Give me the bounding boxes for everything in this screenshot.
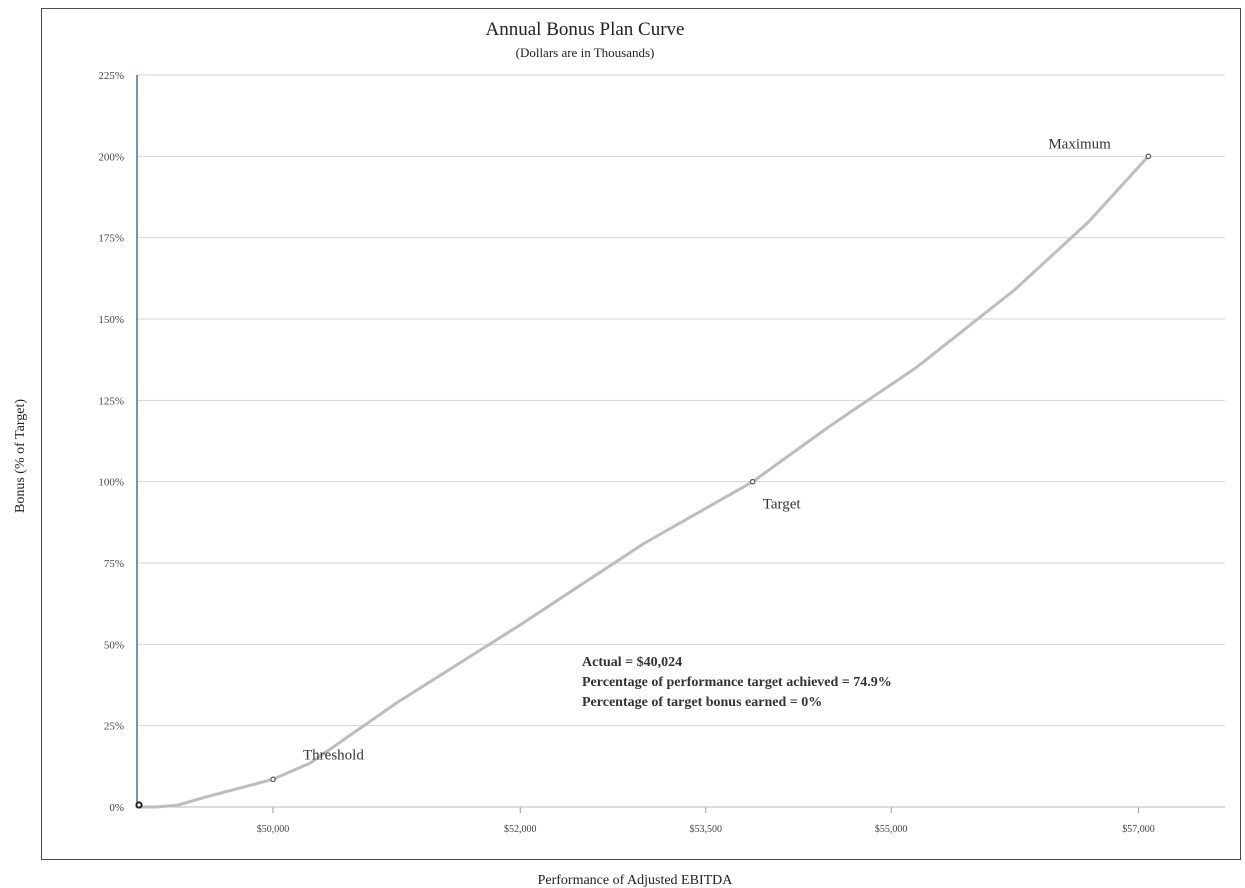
point-target — [749, 478, 756, 485]
y-tick-label: 100% — [98, 477, 124, 489]
x-tick-label: $52,000 — [504, 824, 537, 835]
point-maximum — [1145, 153, 1152, 160]
y-tick-label: 200% — [98, 151, 124, 163]
y-axis-label: Bonus (% of Target) — [13, 399, 28, 513]
point-label-threshold: Threshold — [303, 747, 364, 763]
key-points: Threshold Target Maximum — [135, 136, 1152, 809]
x-tick-label: $50,000 — [257, 824, 290, 835]
chart-frame — [41, 8, 1241, 860]
chart-title: Annual Bonus Plan Curve — [486, 19, 685, 40]
y-tick-label: 125% — [98, 395, 124, 407]
x-tick-label: $53,500 — [689, 824, 722, 835]
point-label-target: Target — [763, 497, 802, 513]
bonus-curve-line — [135, 154, 1150, 809]
point-threshold — [270, 776, 276, 783]
y-tick-label: 150% — [98, 314, 124, 326]
y-tick-label: 50% — [104, 639, 124, 651]
y-tick-label: 75% — [104, 558, 124, 570]
y-tick-label: 0% — [109, 802, 124, 814]
point-label-maximum: Maximum — [1048, 136, 1111, 152]
x-tick-label: $55,000 — [875, 824, 908, 835]
gridlines — [137, 74, 1225, 727]
chart-subtitle: (Dollars are in Thousands) — [516, 45, 655, 60]
y-tick-label: 225% — [98, 70, 124, 82]
x-tick-label: $57,000 — [1122, 824, 1155, 835]
y-tick-label: 175% — [98, 233, 124, 245]
annotation-performance-achieved: Percentage of performance target achieve… — [582, 675, 892, 690]
x-axis-label: Performance of Adjusted EBITDA — [538, 873, 734, 888]
annotation-bonus-earned: Percentage of target bonus earned = 0% — [582, 695, 822, 710]
actual-marker — [135, 801, 143, 809]
annotation-actual: Actual = $40,024 — [582, 655, 682, 670]
y-tick-label: 25% — [104, 721, 124, 733]
x-axis-ticks: $50,000 $52,000 $53,500 $55,000 $57,000 — [257, 807, 1155, 835]
y-axis-ticks: 0% 25% 50% 75% 100% 125% 150% 175% 200% 225% — [98, 70, 124, 814]
